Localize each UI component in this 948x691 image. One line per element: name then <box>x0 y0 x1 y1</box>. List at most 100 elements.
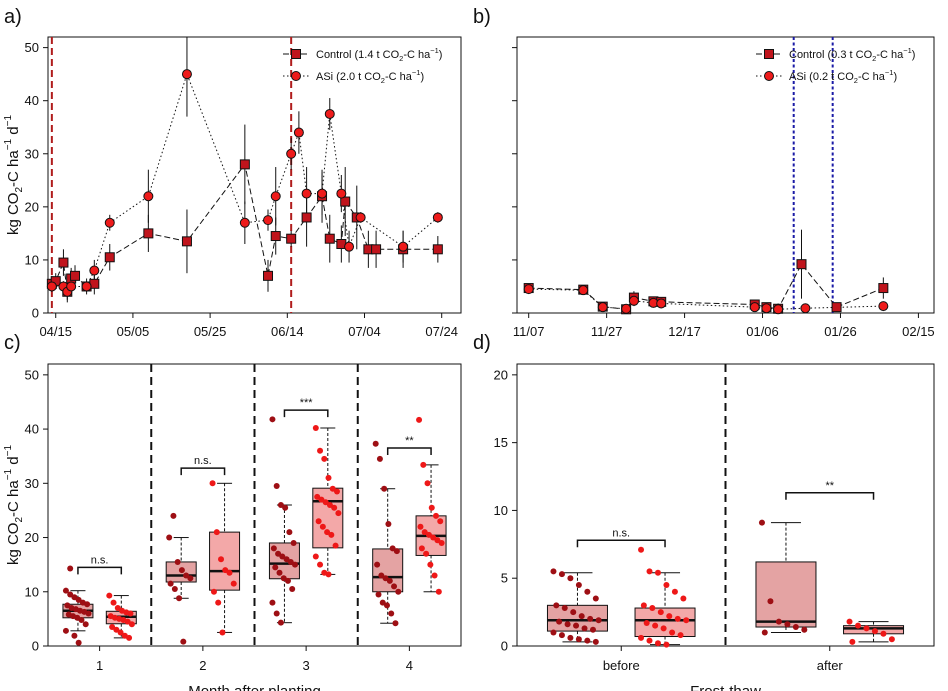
significance-bracket <box>576 539 666 548</box>
y-tick-label: 0 <box>32 306 39 321</box>
jitter-point <box>391 583 398 590</box>
x-tick-label: 07/04 <box>348 324 381 339</box>
x-tick-label: 06/14 <box>271 324 304 339</box>
jitter-point <box>428 504 435 511</box>
data-point-control <box>286 233 297 244</box>
jitter-point <box>126 634 133 641</box>
jitter-point <box>325 474 332 481</box>
panel-d: d) Frost-thaw 0 5 10 15 20 before after n.s. ** <box>473 332 935 691</box>
x-tick-label: 01/26 <box>824 324 857 339</box>
jitter-point <box>855 622 862 629</box>
x-tick-label: 3 <box>303 658 310 673</box>
data-point-asi <box>621 303 632 314</box>
jitter-point <box>62 587 69 594</box>
jitter-point <box>289 586 296 593</box>
jitter-point <box>176 595 183 602</box>
data-point-control <box>340 196 351 207</box>
x-tick-label: 4 <box>406 658 413 673</box>
jitter-point <box>427 561 434 568</box>
x-tick-label: 1 <box>96 658 103 673</box>
jitter-point <box>332 542 339 549</box>
jitter-point <box>230 580 237 587</box>
jitter-point <box>393 548 400 555</box>
x-tick-label: 2 <box>199 658 206 673</box>
jitter-point <box>581 625 588 632</box>
data-point-control <box>104 252 115 263</box>
x-tick-label: 02/15 <box>902 324 935 339</box>
plot-frame <box>47 36 462 314</box>
jitter-point <box>282 504 289 511</box>
jitter-point <box>654 569 661 576</box>
jitter-point <box>331 504 338 511</box>
data-point-asi <box>344 241 355 252</box>
jitter-point <box>801 626 808 633</box>
jitter-point <box>431 572 438 579</box>
y-tick-label: 30 <box>25 146 39 161</box>
legend-entry: ASi (0.2 t CO2-C ha−1) <box>789 68 897 85</box>
box-control <box>372 548 404 593</box>
significance-label: ** <box>405 435 414 447</box>
jitter-point <box>328 531 335 538</box>
jitter-point <box>846 618 853 625</box>
jitter-point <box>570 609 577 616</box>
y-tick-label: 40 <box>25 422 39 437</box>
y-tick-label: 20 <box>494 367 508 382</box>
y-tick-label: 50 <box>25 367 39 382</box>
jitter-point <box>385 520 392 527</box>
data-point-control <box>239 159 250 170</box>
jitter-point <box>284 577 291 584</box>
jitter-point <box>315 518 322 525</box>
jitter-point <box>187 575 194 582</box>
jitter-point <box>392 620 399 627</box>
significance-bracket <box>785 492 875 500</box>
data-point-control <box>878 283 889 294</box>
jitter-point <box>871 628 878 635</box>
data-point-asi <box>324 108 335 119</box>
jitter-point <box>75 639 82 646</box>
data-point-asi <box>578 285 589 296</box>
jitter-point <box>78 616 85 623</box>
significance-bracket <box>386 447 432 456</box>
data-point-asi <box>800 303 811 314</box>
x-tick-label: 11/27 <box>591 324 623 339</box>
legend-entry: ASi (2.0 t CO2-C ha−1) <box>316 68 424 85</box>
panel-letter: d) <box>473 332 491 354</box>
jitter-point <box>573 622 580 629</box>
data-point-asi <box>761 303 772 314</box>
y-tick-label: 0 <box>32 639 39 654</box>
jitter-point <box>171 586 178 593</box>
jitter-point <box>784 621 791 628</box>
jitter-point <box>375 591 382 598</box>
legend-entry: Control (0.3 t CO2-C ha−1) <box>789 46 915 63</box>
jitter-point <box>286 529 293 536</box>
y-tick-label: 10 <box>25 252 39 267</box>
jitter-point <box>663 581 670 588</box>
y-tick-label: 0 <box>501 639 508 654</box>
data-point-asi <box>181 69 192 80</box>
jitter-point <box>71 632 78 639</box>
x-tick-label: 01/06 <box>746 324 779 339</box>
data-point-control <box>143 228 154 239</box>
data-point-control <box>263 270 274 281</box>
jitter-point <box>578 613 585 620</box>
jitter-point <box>575 581 582 588</box>
jitter-point <box>558 632 565 639</box>
jitter-point <box>640 602 647 609</box>
jitter-point <box>218 556 225 563</box>
jitter-point <box>269 416 276 423</box>
jitter-point <box>671 588 678 595</box>
jitter-point <box>592 595 599 602</box>
jitter-point <box>435 588 442 595</box>
jitter-point <box>127 610 134 617</box>
data-point-control <box>796 259 807 270</box>
jitter-point <box>272 564 279 571</box>
jitter-point <box>226 569 233 576</box>
jitter-point <box>550 629 557 636</box>
jitter-point <box>372 440 379 447</box>
jitter-point <box>167 580 174 587</box>
y-tick-label: 40 <box>25 93 39 108</box>
jitter-point <box>792 624 799 631</box>
jitter-point <box>587 615 594 622</box>
jitter-point <box>553 602 560 609</box>
jitter-point <box>128 621 135 628</box>
